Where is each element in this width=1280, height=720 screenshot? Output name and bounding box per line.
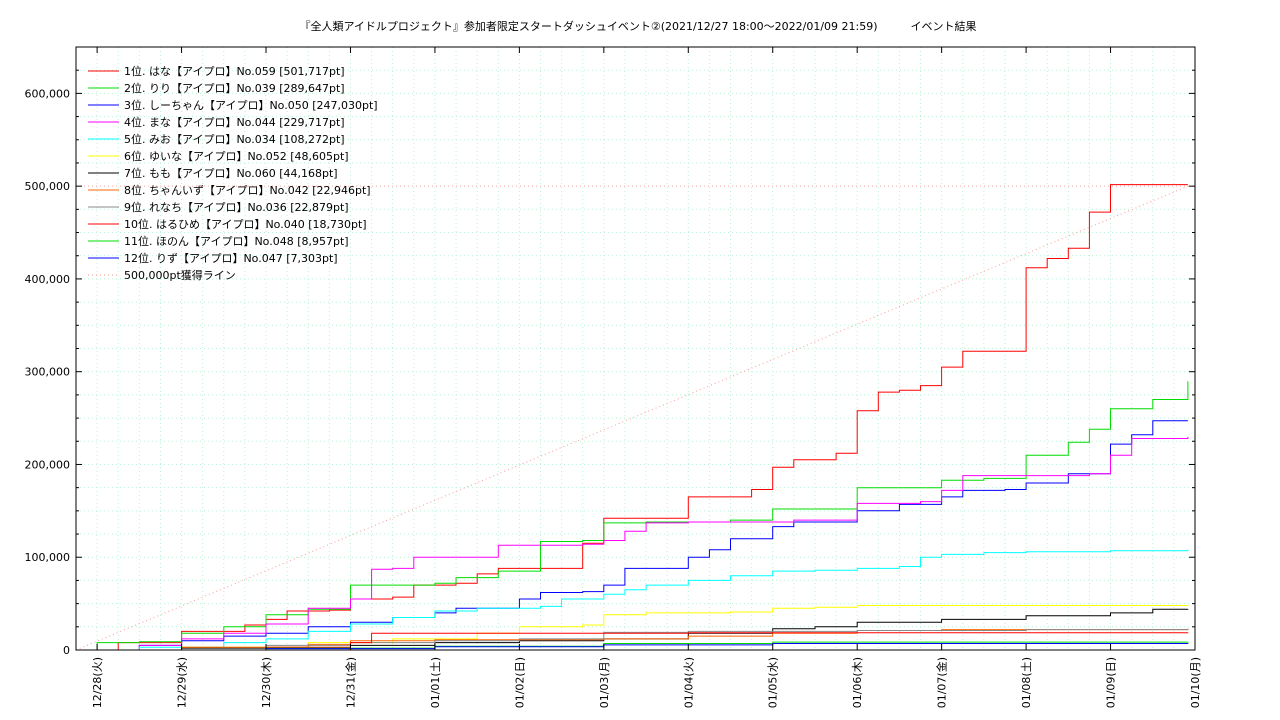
legend-label: 6位. ゆいな【アイプロ】No.052 [48,605pt] <box>124 149 349 163</box>
x-tick-label: 12/29(水) <box>176 657 189 708</box>
x-tick-label: 01/10(月) <box>1189 657 1202 708</box>
y-tick-label: 0 <box>63 644 70 657</box>
chart-grid <box>76 47 1195 650</box>
chart-title: 『全人類アイドルプロジェクト』参加者限定スタートダッシュイベント②(2021/1… <box>299 19 976 33</box>
legend-label: 5位. みお【アイプロ】No.034 [108,272pt] <box>124 132 345 146</box>
x-tick-label: 12/30(木) <box>260 657 273 708</box>
x-tick-label: 01/07(金) <box>935 657 949 708</box>
y-tick-label: 600,000 <box>25 87 71 100</box>
x-tick-label: 01/03(月) <box>598 657 611 708</box>
chart-axes: 0 100,000 200,000 300,000 400,000 500,000 600,… <box>25 47 1202 708</box>
y-tick-label: 100,000 <box>25 551 71 564</box>
x-tick-label: 12/31(金) <box>343 657 357 708</box>
reference-line-500000 <box>75 185 1189 651</box>
y-tick-label: 500,000 <box>25 180 71 193</box>
x-tick-label: 01/08(土) <box>1020 657 1033 708</box>
series-line-5 <box>76 549 1189 651</box>
legend-label: 11位. ほのん【アイプロ】No.048 [8,957pt] <box>124 234 349 248</box>
chart-legend: 1位. はな【アイプロ】No.059 [501,717pt] 2位. りり【アイプ… <box>88 64 378 282</box>
legend-label: 7位. もも【アイプロ】No.060 [44,168pt] <box>124 166 338 180</box>
legend-label: 2位. りり【アイプロ】No.039 [289,647pt] <box>124 81 345 95</box>
x-tick-label: 01/06(木) <box>851 657 864 708</box>
y-tick-label: 300,000 <box>25 366 71 379</box>
legend-label: 3位. しーちゃん【アイプロ】No.050 [247,030pt] <box>124 98 378 112</box>
x-tick-label: 01/04(火) <box>682 657 695 708</box>
reference-lines <box>75 185 1195 651</box>
legend-label: 500,000pt獲得ライン <box>124 269 236 282</box>
legend-label: 10位. はるひめ【アイプロ】No.040 [18,730pt] <box>124 217 367 231</box>
x-tick-label: 12/28(火) <box>91 657 104 708</box>
series-line-4 <box>76 436 1189 651</box>
x-tick-label: 01/09(日) <box>1105 657 1118 708</box>
legend-label: 12位. りず【アイプロ】No.047 [7,303pt] <box>124 251 338 265</box>
legend-label: 4位. まな【アイプロ】No.044 [229,717pt] <box>124 115 345 129</box>
series-line-3 <box>76 420 1188 651</box>
legend-label: 9位. れなち【アイプロ】No.036 [22,879pt] <box>124 200 349 214</box>
x-tick-label: 01/02(日) <box>513 657 526 708</box>
x-tick-label: 01/01(土) <box>429 657 442 708</box>
y-tick-label: 400,000 <box>25 273 71 286</box>
series-line-7 <box>76 608 1189 651</box>
series-line-1 <box>76 184 1188 651</box>
series-line-2 <box>76 381 1189 651</box>
x-tick-label: 01/05(水) <box>767 657 780 708</box>
y-tick-label: 200,000 <box>25 458 71 471</box>
legend-label: 1位. はな【アイプロ】No.059 [501,717pt] <box>124 64 345 78</box>
legend-label: 8位. ちゃんいず【アイプロ】No.042 [22,946pt] <box>124 183 371 197</box>
